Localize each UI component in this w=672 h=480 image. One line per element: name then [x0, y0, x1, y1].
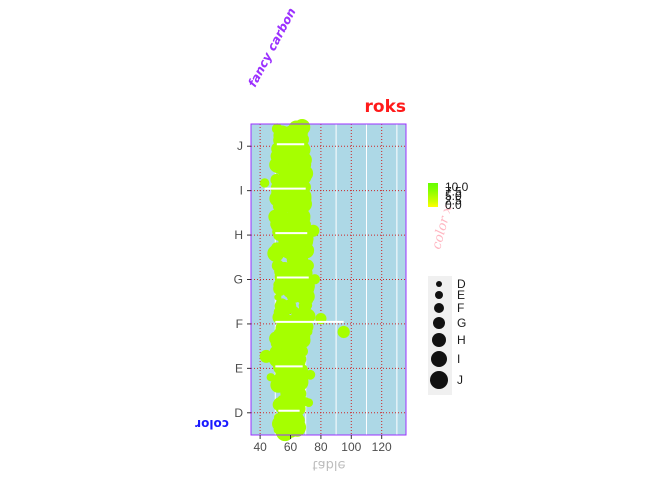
size-legend-key — [436, 281, 442, 287]
data-point — [275, 347, 283, 355]
data-marks — [259, 119, 350, 442]
data-point — [295, 332, 311, 348]
data-point — [275, 370, 282, 377]
data-point — [272, 398, 286, 411]
size-legend-label: J — [457, 373, 463, 387]
x-tick-label: 100 — [341, 440, 361, 454]
data-point — [282, 413, 300, 431]
color-legend: color x10.07.55.02.50.0 — [428, 180, 469, 251]
data-point — [300, 241, 307, 248]
y-axis-label: color — [195, 417, 229, 431]
color-legend-bar — [428, 183, 438, 207]
y-tick-label: G — [234, 273, 243, 287]
outlier-point — [266, 373, 275, 382]
color-legend-label: 0.0 — [445, 198, 462, 212]
data-point — [270, 337, 283, 350]
outlier-point — [260, 178, 270, 188]
data-point — [274, 155, 284, 165]
data-point — [267, 245, 285, 262]
size-legend-key — [434, 303, 444, 313]
data-point — [289, 368, 301, 380]
x-tick-label: 40 — [253, 440, 267, 454]
y-tick-label: I — [240, 184, 243, 198]
data-point — [284, 379, 300, 395]
data-point — [284, 234, 301, 251]
y-tick-label: D — [234, 406, 243, 420]
outlier-point — [298, 398, 307, 407]
data-point — [292, 308, 303, 318]
outlier-point — [307, 224, 320, 237]
data-point — [289, 123, 306, 140]
series-H — [267, 208, 320, 262]
y-tick-label: J — [237, 139, 243, 153]
data-point — [275, 329, 285, 340]
x-tick-label: 60 — [284, 440, 298, 454]
size-legend-key — [431, 351, 447, 367]
data-point — [301, 214, 311, 224]
y-axis: D E F G H I J — [234, 139, 251, 420]
data-point — [280, 357, 290, 367]
color-legend-label: 10.0 — [445, 180, 469, 194]
data-point — [272, 200, 284, 212]
data-point — [295, 156, 312, 173]
x-axis: 40 60 80 100 120 — [253, 435, 392, 454]
outlier-point — [304, 398, 314, 408]
data-point — [289, 189, 300, 200]
outlier-point — [337, 325, 350, 339]
series-G — [271, 253, 320, 307]
y-tick-label: F — [236, 317, 243, 331]
x-axis-label: table — [313, 457, 346, 472]
color-legend-label: 7.5 — [445, 185, 462, 199]
data-point — [273, 312, 281, 319]
size-legend-label: H — [457, 333, 466, 347]
series-D — [272, 384, 314, 442]
data-point — [284, 174, 298, 189]
data-point — [272, 216, 289, 233]
color-legend-label: 2.5 — [445, 194, 462, 208]
data-point — [271, 259, 284, 272]
series-E — [259, 342, 316, 395]
outlier-point — [305, 369, 316, 380]
data-point — [295, 267, 311, 284]
size-legend-label: D — [457, 277, 466, 291]
outlier-point — [309, 274, 320, 285]
x-tick-label: 120 — [372, 440, 392, 454]
y-tick-label: H — [234, 228, 243, 242]
data-point — [289, 350, 297, 357]
data-point — [299, 320, 314, 334]
chart-title: roks — [365, 97, 407, 117]
y-tick-label: E — [235, 361, 243, 375]
size-legend-key — [432, 333, 446, 347]
data-point — [290, 313, 304, 327]
size-legend-label: I — [457, 352, 460, 366]
size-legend-label: G — [457, 316, 466, 330]
data-point — [287, 266, 295, 275]
size-legend-key — [435, 291, 443, 299]
outlier-point — [259, 349, 273, 363]
size-legend-key — [433, 317, 445, 329]
data-point — [274, 133, 284, 142]
size-legend-label: E — [457, 288, 465, 302]
data-point — [285, 277, 292, 285]
top-label: fancy carbon — [245, 6, 298, 90]
size-legend-key — [430, 371, 448, 389]
data-point — [292, 200, 309, 217]
size-legend-label: F — [457, 301, 464, 315]
data-point — [271, 188, 281, 198]
color-legend-label: 5.0 — [445, 189, 462, 203]
series-J — [269, 119, 312, 176]
x-tick-label: 80 — [314, 440, 328, 454]
